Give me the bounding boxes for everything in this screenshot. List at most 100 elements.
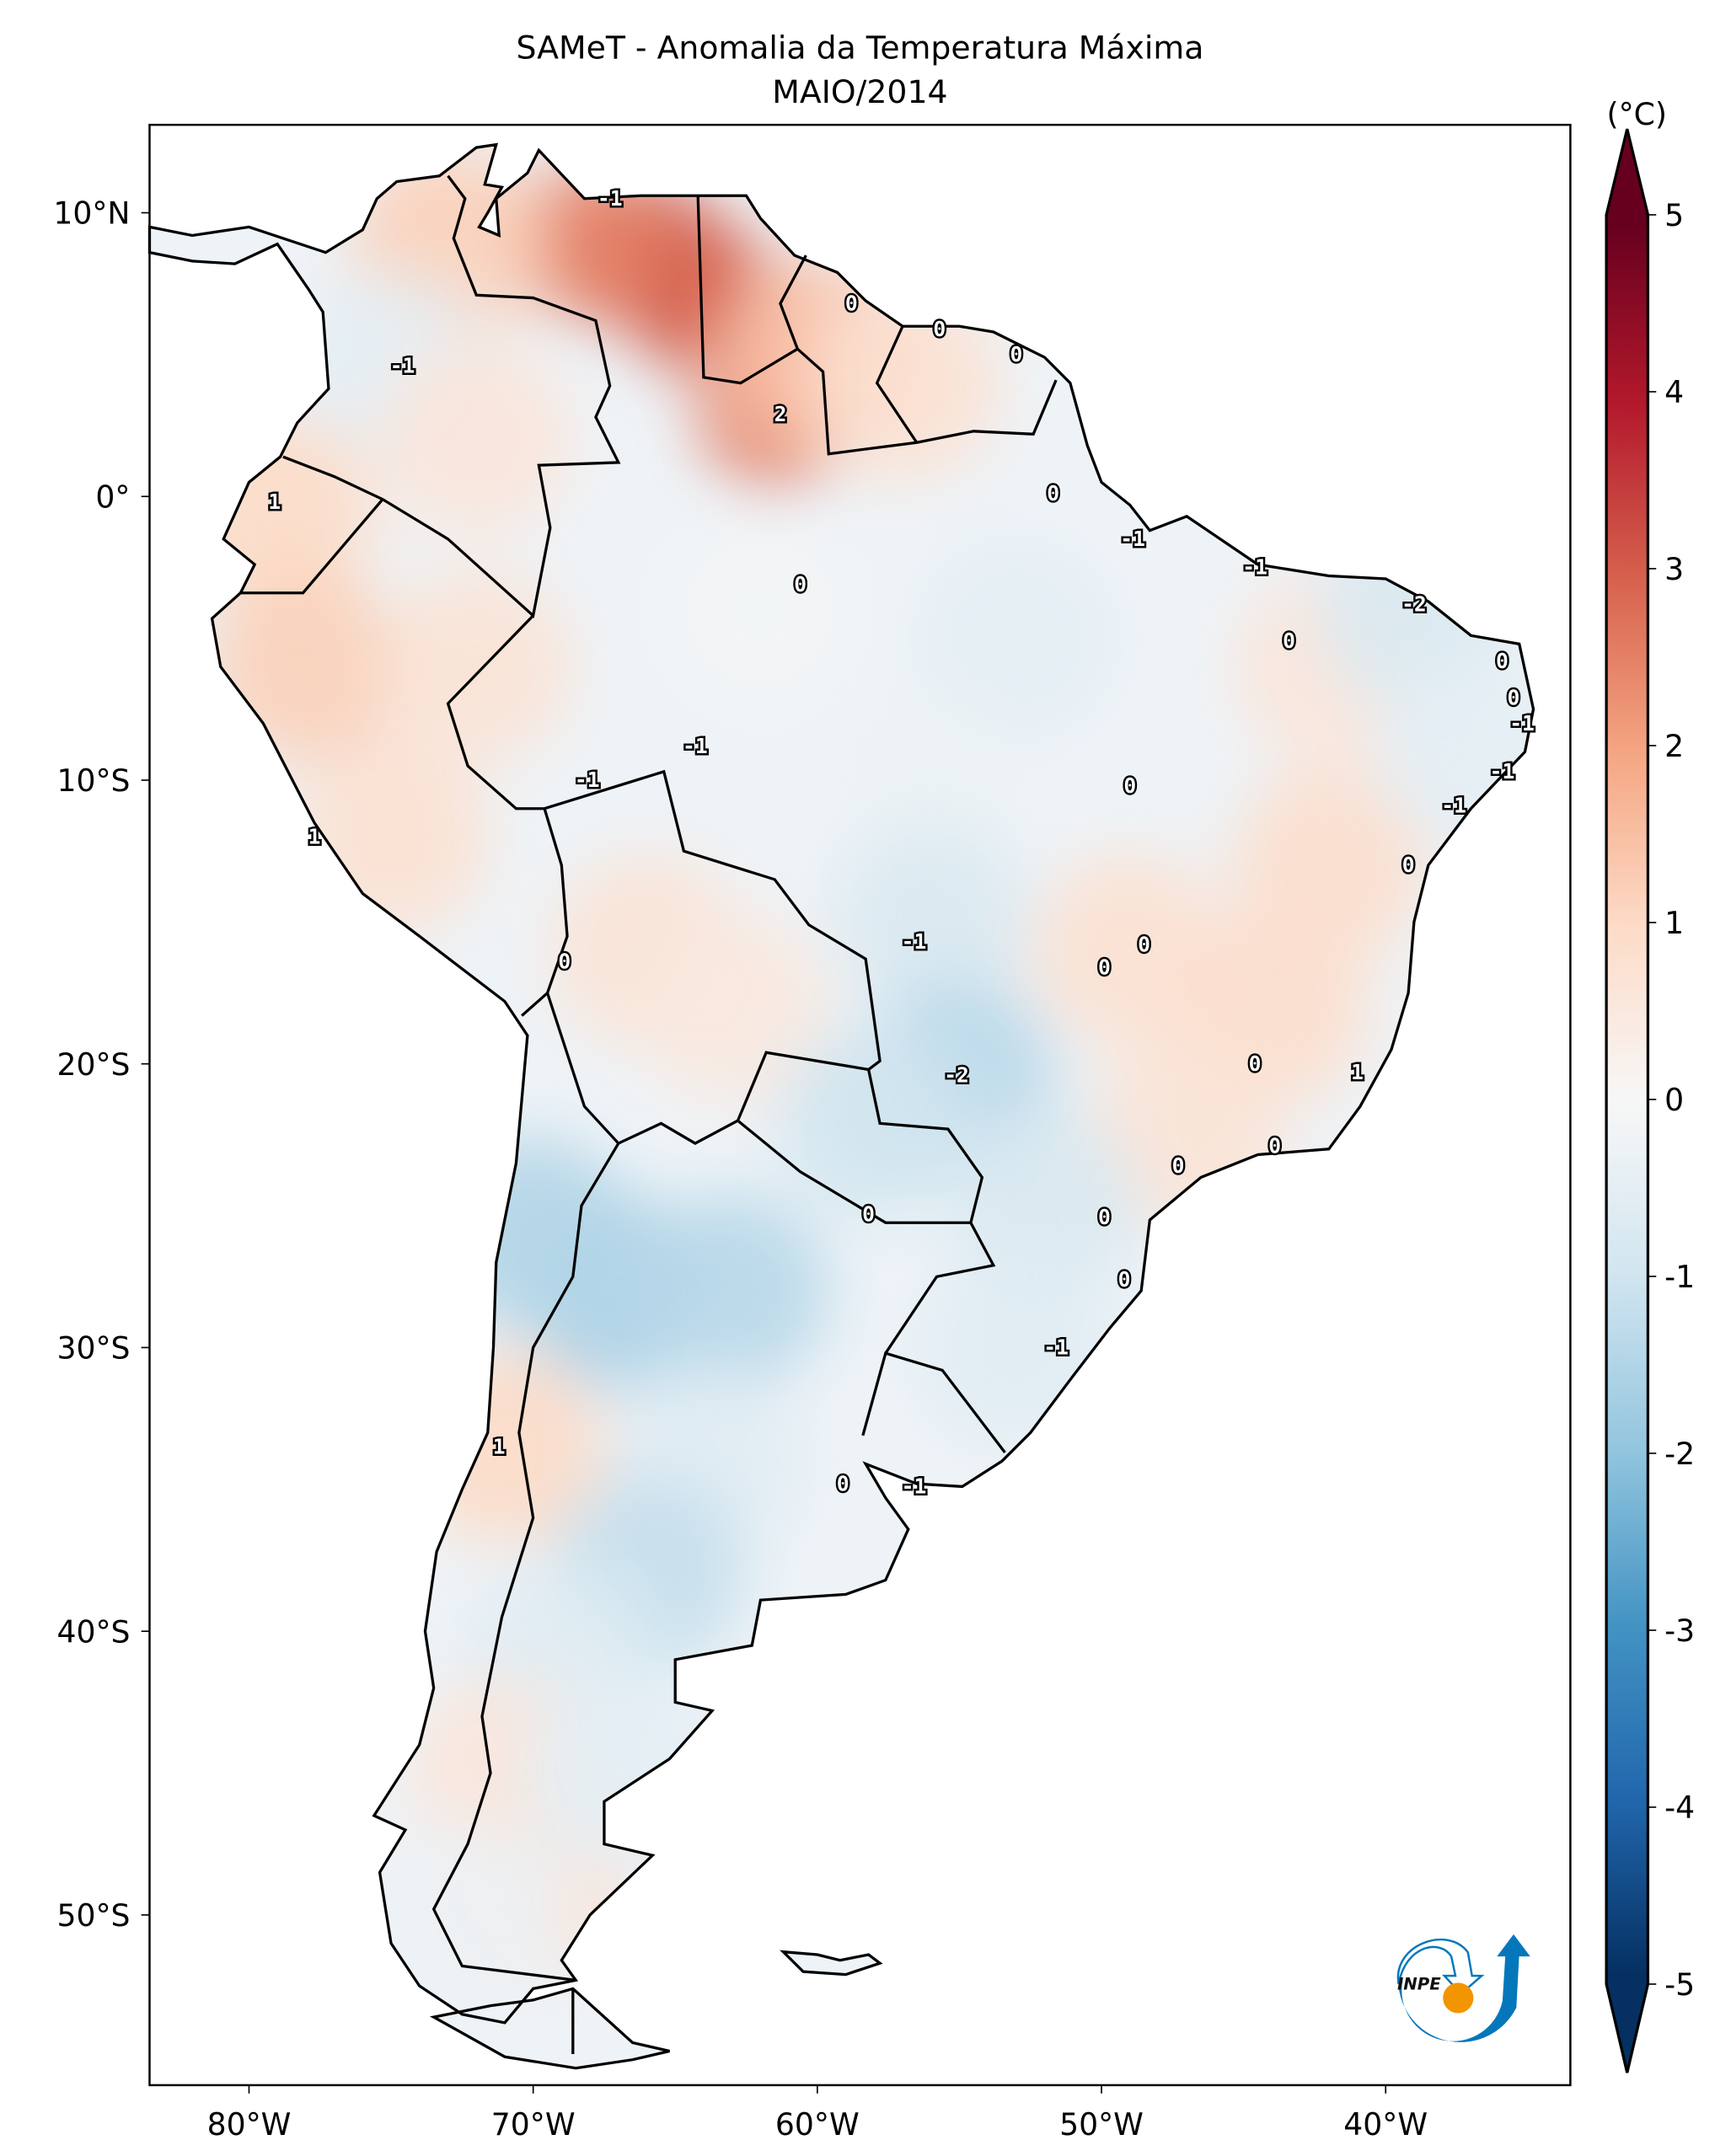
- country-border: [861, 1351, 1006, 1453]
- contour-label: 0: [1123, 773, 1136, 798]
- contour-label: -2: [944, 1062, 969, 1087]
- contour-label: 0: [1268, 1134, 1281, 1158]
- contour-label: 1: [268, 490, 281, 514]
- map-frame: [148, 123, 1572, 2087]
- contour-label: 0: [862, 1201, 875, 1226]
- colorbar-tick-label: 3: [1664, 551, 1684, 587]
- lon-tick-label: 50°W: [1059, 2106, 1144, 2143]
- anomaly-cell: [635, 1194, 829, 1388]
- colorbar-tick-label: 1: [1664, 905, 1684, 941]
- contour-label: 0: [933, 317, 946, 341]
- contour-label: 0: [1402, 853, 1415, 877]
- colorbar-tick-label: 0: [1664, 1082, 1684, 1118]
- contour-label: -1: [598, 186, 623, 211]
- colorbar-tick-label: 4: [1664, 374, 1684, 410]
- anomaly-cell: [805, 286, 1000, 480]
- map-subtitle: MAIO/2014: [772, 73, 947, 110]
- contour-label: 2: [774, 402, 787, 426]
- lon-tick-label: 80°W: [207, 2106, 292, 2143]
- contour-label: -1: [1441, 794, 1466, 818]
- contour-label: -1: [1242, 555, 1267, 580]
- lat-tick-label: 20°S: [56, 1046, 130, 1083]
- contour-label: -1: [575, 768, 600, 792]
- inpe-logo-text: INPE: [1397, 1975, 1441, 1994]
- colorbar-tick-label: -4: [1664, 1790, 1695, 1826]
- anomaly-cell: [513, 164, 667, 318]
- colorbar-tick-label: -1: [1664, 1259, 1695, 1295]
- contour-label: 1: [308, 825, 321, 849]
- longitude-axis: 80°W 70°W 60°W 50°W 40°W: [207, 2084, 1428, 2143]
- lat-tick-label: 40°S: [56, 1613, 130, 1650]
- inpe-logo: INPE: [1396, 1934, 1530, 2042]
- contour-label: 0: [1098, 955, 1111, 979]
- coastline: [147, 142, 1535, 2025]
- colorbar-tick-label: 2: [1664, 728, 1684, 764]
- contour-label: -1: [683, 734, 708, 758]
- contour-label: -2: [1401, 591, 1427, 616]
- country-border: [884, 1222, 996, 1355]
- lon-tick-label: 70°W: [491, 2106, 576, 2143]
- lon-tick-label: 40°W: [1343, 2106, 1428, 2143]
- colorbar-tick-label: 5: [1664, 197, 1684, 233]
- contour-label: 0: [1496, 649, 1509, 673]
- country-border: [737, 1069, 984, 1224]
- contour-label: -1: [1120, 527, 1145, 551]
- contour-label: 0: [1508, 686, 1520, 710]
- contour-label: 0: [1172, 1153, 1185, 1178]
- contour-label: -1: [902, 929, 927, 954]
- colorbar-body: [1605, 128, 1650, 2073]
- map-title: SAMeT - Anomalia da Temperatura Máxima: [516, 29, 1203, 66]
- country-border: [282, 174, 621, 618]
- contour-label: 1: [493, 1435, 506, 1459]
- anomaly-cell: [833, 682, 1028, 878]
- colorbar-tick-label: -5: [1664, 1966, 1695, 2003]
- contour-label: 0: [558, 950, 571, 974]
- country-border: [875, 325, 919, 444]
- lat-tick-label: 10°N: [53, 195, 130, 232]
- contour-label: 0: [1118, 1267, 1131, 1292]
- contour-label: 0: [794, 572, 807, 597]
- contour-label: 1: [1351, 1060, 1364, 1084]
- tierra-del-fuego-coastline: [429, 1987, 670, 2070]
- contour-label: 0: [1283, 629, 1295, 653]
- contour-label: 0: [1047, 481, 1059, 506]
- anomaly-cell: [1231, 768, 1426, 963]
- coastline-and-borders: [147, 142, 1535, 2070]
- anomaly-cell: [663, 512, 858, 707]
- country-border: [544, 769, 882, 1146]
- anomaly-cell: [919, 541, 1113, 736]
- falklands-coastline: [780, 1950, 883, 1977]
- contour-label: 0: [845, 292, 858, 316]
- contour-label: 0: [1010, 342, 1022, 366]
- anomaly-cell: [777, 1024, 972, 1218]
- contour-label: 0: [1138, 933, 1150, 957]
- anomaly-cell: [379, 342, 574, 537]
- contour-label: -1: [1043, 1335, 1069, 1360]
- country-border: [431, 1142, 620, 1982]
- anomaly-cell: [379, 570, 574, 764]
- lat-tick-label: 0°: [95, 479, 130, 515]
- contour-label: 0: [1098, 1205, 1111, 1229]
- country-border: [240, 498, 384, 595]
- lon-tick-label: 60°W: [775, 2106, 860, 2143]
- colorbar-tick-label: -3: [1664, 1613, 1695, 1649]
- lat-tick-label: 10°S: [56, 762, 130, 799]
- latitude-axis: 10°N 0° 10°S 20°S 30°S 40°S 50°S: [53, 195, 150, 1934]
- contour-label: -1: [902, 1474, 927, 1499]
- colorbar-unit-label: (°C): [1607, 96, 1668, 132]
- contour-label: -1: [1490, 759, 1515, 784]
- anomaly-cell: [379, 1817, 574, 2012]
- country-border: [696, 195, 807, 385]
- contour-label: -1: [390, 354, 415, 378]
- lat-tick-label: 50°S: [56, 1897, 130, 1934]
- contour-label: -1: [1509, 711, 1535, 736]
- anomaly-cell: [833, 825, 1028, 1019]
- colorbar-tick-label: -2: [1664, 1436, 1695, 1472]
- colorbar: (°C) 5 4 3 2 1 0 -1 -2 -3 -4 -5: [1605, 96, 1695, 2073]
- contour-label: 0: [1249, 1051, 1262, 1076]
- lat-tick-label: 30°S: [56, 1330, 130, 1367]
- contour-label: 0: [837, 1471, 849, 1495]
